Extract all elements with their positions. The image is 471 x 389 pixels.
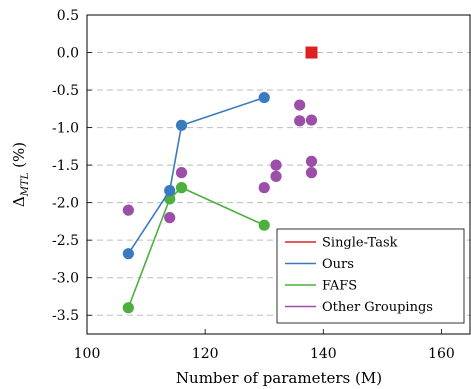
legend-box [276, 228, 465, 324]
data-point-ours [164, 185, 176, 197]
x-tick-label: 140 [310, 346, 337, 362]
series-line-fafs [127, 186, 265, 309]
y-tick-label: 0.0 [57, 46, 79, 62]
series-fafs [122, 182, 270, 314]
y-axis-label-subscript: MTL [20, 172, 31, 197]
legend-label-ours: Ours [322, 257, 354, 272]
data-point-ours [122, 248, 134, 260]
data-point-other-groupings [258, 182, 270, 194]
y-axis-label: ΔMTL (%) [10, 142, 31, 207]
series-ours [122, 91, 270, 260]
y-axis-label-unit: (%) [10, 142, 28, 173]
data-point-single-task [305, 46, 318, 59]
plot-frame [86, 14, 471, 335]
y-tick-label: -2.0 [52, 196, 79, 212]
data-point-other-groupings [175, 167, 188, 179]
legend-label-other-groupings: Other Groupings [322, 300, 433, 315]
data-point-fafs [258, 219, 270, 231]
data-point-other-groupings [294, 99, 306, 111]
series-line-ours [127, 96, 265, 255]
legend: Single-Task Ours FAFS Other Groupings [276, 228, 465, 324]
data-point-other-groupings [270, 159, 282, 171]
data-point-ours [258, 91, 270, 104]
axis-ticks: 0.5 0.0 -0.5 -1.0 -1.5 -2.0 -2.5 -3.0 -3.5 100 120… [52, 8, 455, 362]
data-point-other-groupings [305, 167, 318, 179]
y-tick-label: -1.0 [52, 121, 79, 137]
data-point-other-groupings [305, 114, 318, 126]
x-tick-label: 100 [74, 346, 101, 362]
y-tick-label: 0.5 [57, 8, 79, 24]
series-single-task [305, 46, 318, 59]
x-axis-label: Number of parameters (M) [176, 369, 382, 387]
data-point-other-groupings [164, 212, 176, 224]
series-layer [122, 46, 318, 314]
y-tick-label: -0.5 [52, 83, 79, 99]
data-point-other-groupings [305, 155, 318, 167]
y-tick-label: -2.5 [52, 233, 79, 249]
legend-label-fafs: FAFS [322, 279, 357, 294]
data-point-other-groupings [270, 170, 282, 182]
data-point-fafs [175, 182, 188, 194]
x-tick-label: 160 [428, 346, 455, 362]
x-tick-label: 120 [192, 346, 219, 362]
y-tick-label: -1.5 [52, 158, 79, 174]
data-point-fafs [122, 302, 134, 314]
data-point-ours [175, 119, 188, 131]
y-axis-label-main: Δ [10, 196, 28, 207]
y-tick-label: -3.0 [52, 271, 79, 287]
data-point-other-groupings [122, 204, 134, 216]
legend-label-single-task: Single-Task [322, 236, 398, 251]
y-tick-label: -3.5 [52, 308, 79, 324]
data-point-other-groupings [294, 115, 306, 127]
series-other-groupings [122, 99, 318, 224]
